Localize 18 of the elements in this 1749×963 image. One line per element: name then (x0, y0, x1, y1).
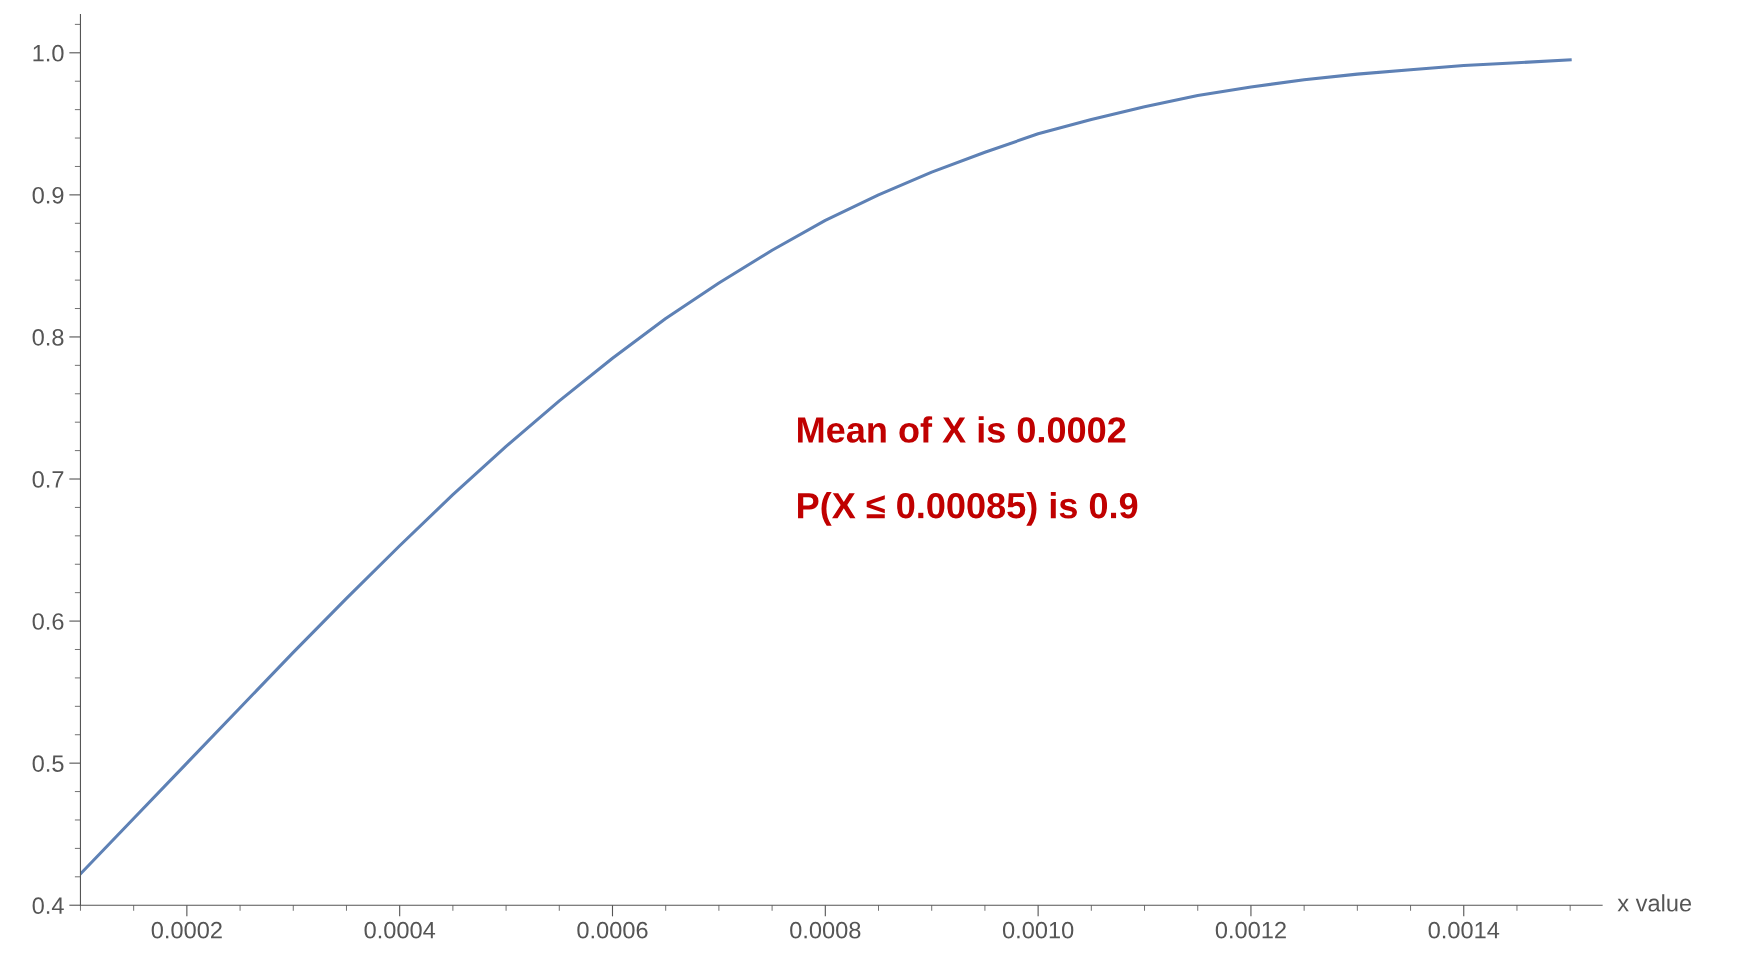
line-series (80, 58, 1572, 876)
y-tick-label: 0.6 (32, 613, 64, 630)
annotation: Mean of X is 0.0002 (798, 416, 1126, 443)
x-tick-label: 0.0014 (1428, 921, 1500, 939)
x-tick-label: 0.0004 (364, 921, 436, 939)
annotation: P(X ≤ 0.00085) is 0.9 (798, 491, 1138, 526)
y-tick-label: 0.9 (32, 186, 64, 204)
y-tick-label: 0.5 (32, 755, 64, 772)
x-tick-label: 0.0006 (577, 921, 648, 939)
x-axis-title: x value (1617, 894, 1692, 912)
y-tick-label: 1.0 (33, 44, 64, 62)
y-tick-label: 0.7 (32, 471, 64, 488)
x-tick-label: 0.0002 (151, 921, 222, 939)
x-tick-label: 0.0010 (1002, 921, 1074, 939)
x-tick-label: 0.0008 (790, 921, 861, 939)
x-tick-label: 0.0012 (1215, 921, 1286, 939)
y-tick-label: 0.8 (32, 329, 64, 346)
y-tick-label: 0.4 (32, 897, 64, 915)
